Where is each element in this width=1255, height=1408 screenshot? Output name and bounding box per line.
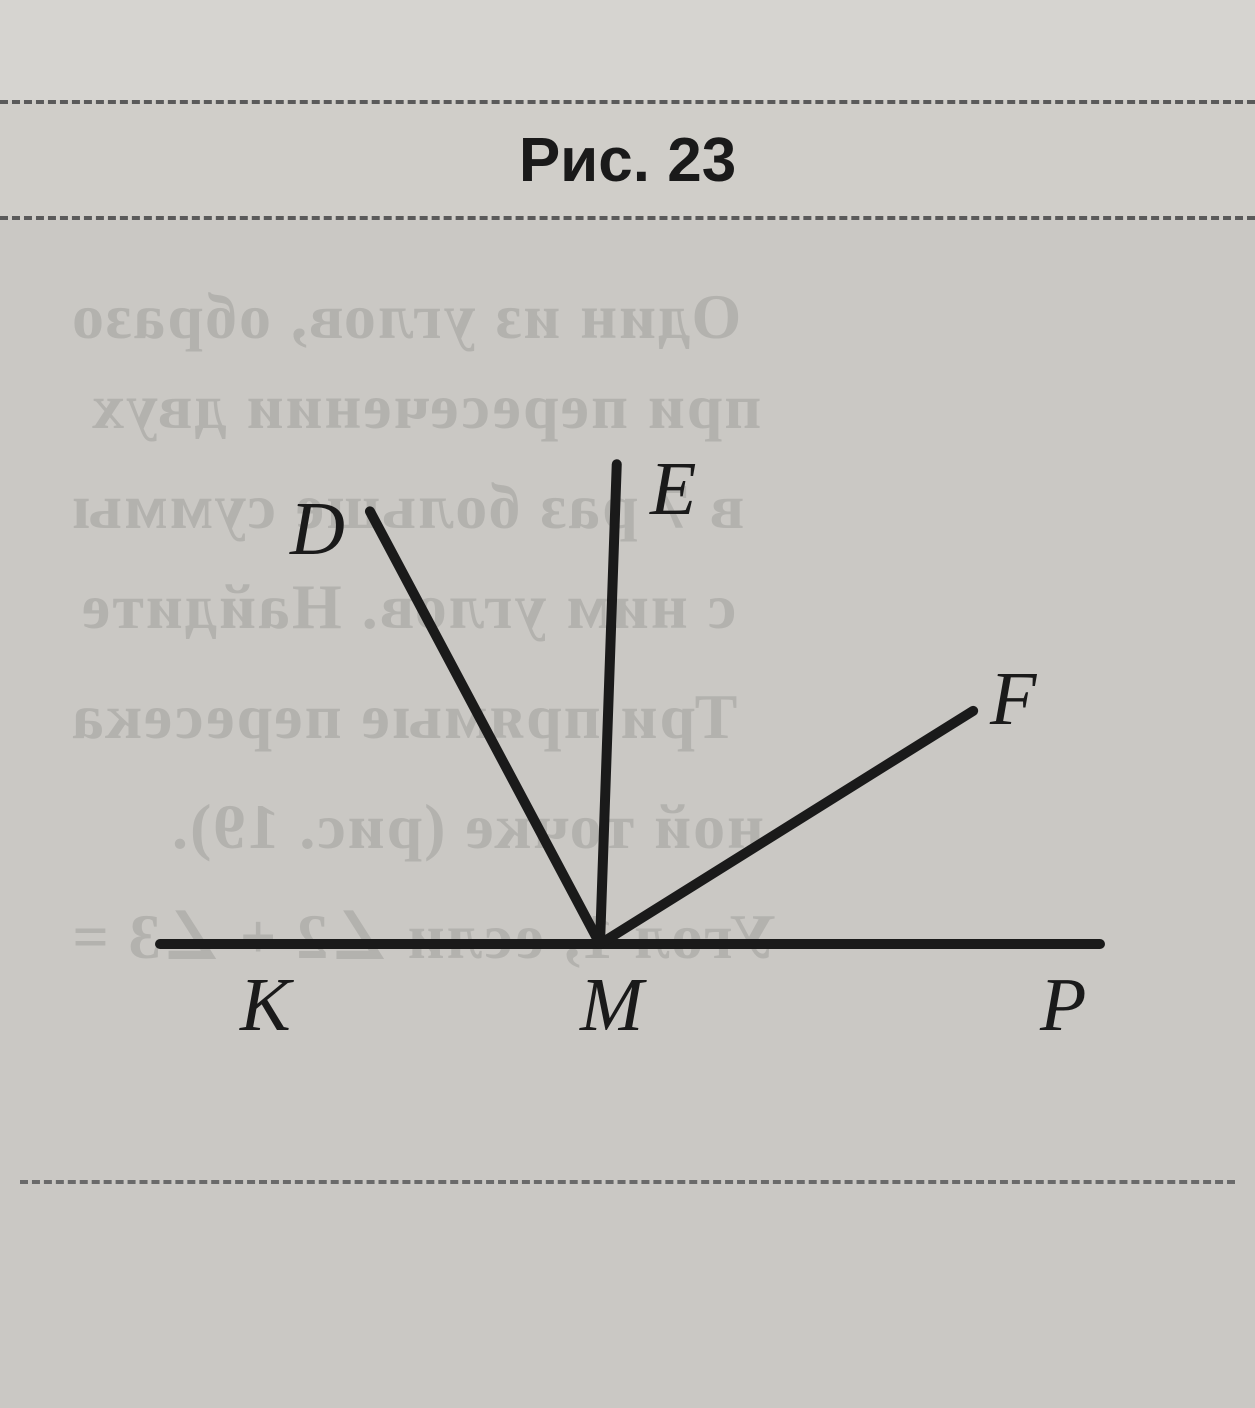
top-margin-band xyxy=(0,0,1255,100)
label-M: M xyxy=(579,963,647,1047)
label-F: F xyxy=(989,657,1038,741)
label-K: K xyxy=(239,963,294,1047)
label-E: E xyxy=(649,447,696,531)
labels-group: K P F E D M xyxy=(239,447,1086,1047)
title-band: Рис. 23 xyxy=(0,100,1255,220)
figure-title: Рис. 23 xyxy=(519,125,736,196)
ray-E xyxy=(600,464,617,944)
page: Рис. 23 Один из углов, образопри пересеч… xyxy=(0,0,1255,1408)
label-D: D xyxy=(289,487,345,571)
ray-D xyxy=(370,511,600,944)
label-P: P xyxy=(1039,963,1086,1047)
bottom-rule xyxy=(20,1180,1235,1184)
angle-diagram: K P F E D M xyxy=(0,224,1255,1184)
ray-F xyxy=(600,711,973,944)
